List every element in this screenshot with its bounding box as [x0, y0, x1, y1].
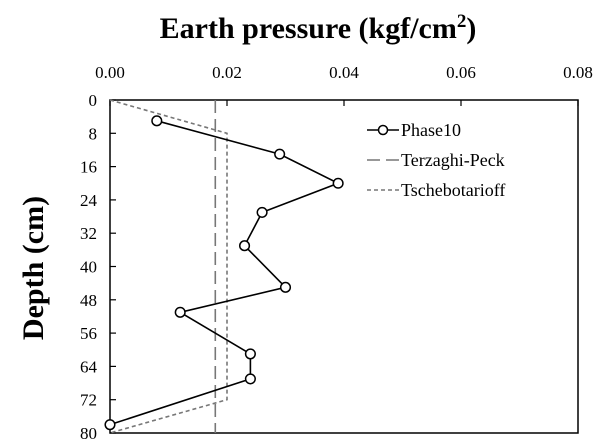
- y-tick-label: 0: [89, 91, 98, 110]
- legend: Phase10 Terzaghi-Peck Tschebotarioff: [367, 120, 505, 200]
- legend-label-tschebotarioff: Tschebotarioff: [401, 180, 505, 200]
- x-tick-label: 0.08: [563, 63, 593, 82]
- y-tick-label: 16: [80, 158, 97, 177]
- plot-frame: [109, 99, 579, 434]
- legend-item-phase10: Phase10: [367, 120, 461, 140]
- x-axis-ticks: 0.00 0.02 0.04 0.06 0.08: [95, 63, 593, 106]
- series-line-phase10: [109, 120, 341, 426]
- legend-item-terzaghi-peck: Terzaghi-Peck: [367, 150, 505, 170]
- data-point-phase10: [174, 306, 186, 318]
- y-tick-label: 64: [80, 357, 98, 376]
- x-tick-label: 0.06: [446, 63, 476, 82]
- chart-title-suffix: ): [466, 12, 476, 45]
- y-axis-ticks: 0 8 16 24 32 40 48 56 64 72 80: [80, 91, 116, 443]
- chart-title: Earth pressure (kgf/cm2): [160, 11, 477, 45]
- y-tick-label: 40: [80, 258, 97, 277]
- data-point-phase10: [104, 419, 116, 431]
- data-point-phase10: [332, 177, 344, 189]
- y-tick-label: 56: [80, 324, 97, 343]
- y-tick-label: 32: [80, 224, 97, 243]
- x-tick-label: 0.04: [329, 63, 359, 82]
- data-point-phase10: [244, 373, 256, 385]
- y-tick-label: 8: [89, 124, 98, 143]
- legend-item-tschebotarioff: Tschebotarioff: [367, 180, 505, 200]
- data-point-phase10: [239, 240, 251, 252]
- data-point-phase10: [256, 206, 268, 218]
- legend-label-terzaghi-peck: Terzaghi-Peck: [401, 150, 505, 170]
- data-point-phase10: [274, 148, 286, 160]
- x-tick-label: 0.02: [212, 63, 242, 82]
- series-line-tschebotarioff: [109, 99, 228, 434]
- y-tick-label: 80: [80, 424, 97, 443]
- y-tick-label: 48: [80, 291, 97, 310]
- legend-marker-phase10: [377, 124, 389, 136]
- chart-title-superscript: 2: [457, 11, 467, 32]
- y-axis-label: Depth (cm): [17, 196, 50, 340]
- data-point-phase10: [279, 281, 292, 293]
- data-point-phase10: [244, 348, 256, 360]
- y-tick-label: 72: [80, 391, 97, 410]
- chart-title-main: Earth pressure (kgf/cm: [160, 12, 457, 45]
- data-point-phase10: [151, 115, 163, 127]
- series-layer: [104, 99, 344, 434]
- x-tick-label: 0.00: [95, 63, 125, 82]
- y-tick-label: 24: [80, 191, 98, 210]
- legend-label-phase10: Phase10: [401, 120, 461, 140]
